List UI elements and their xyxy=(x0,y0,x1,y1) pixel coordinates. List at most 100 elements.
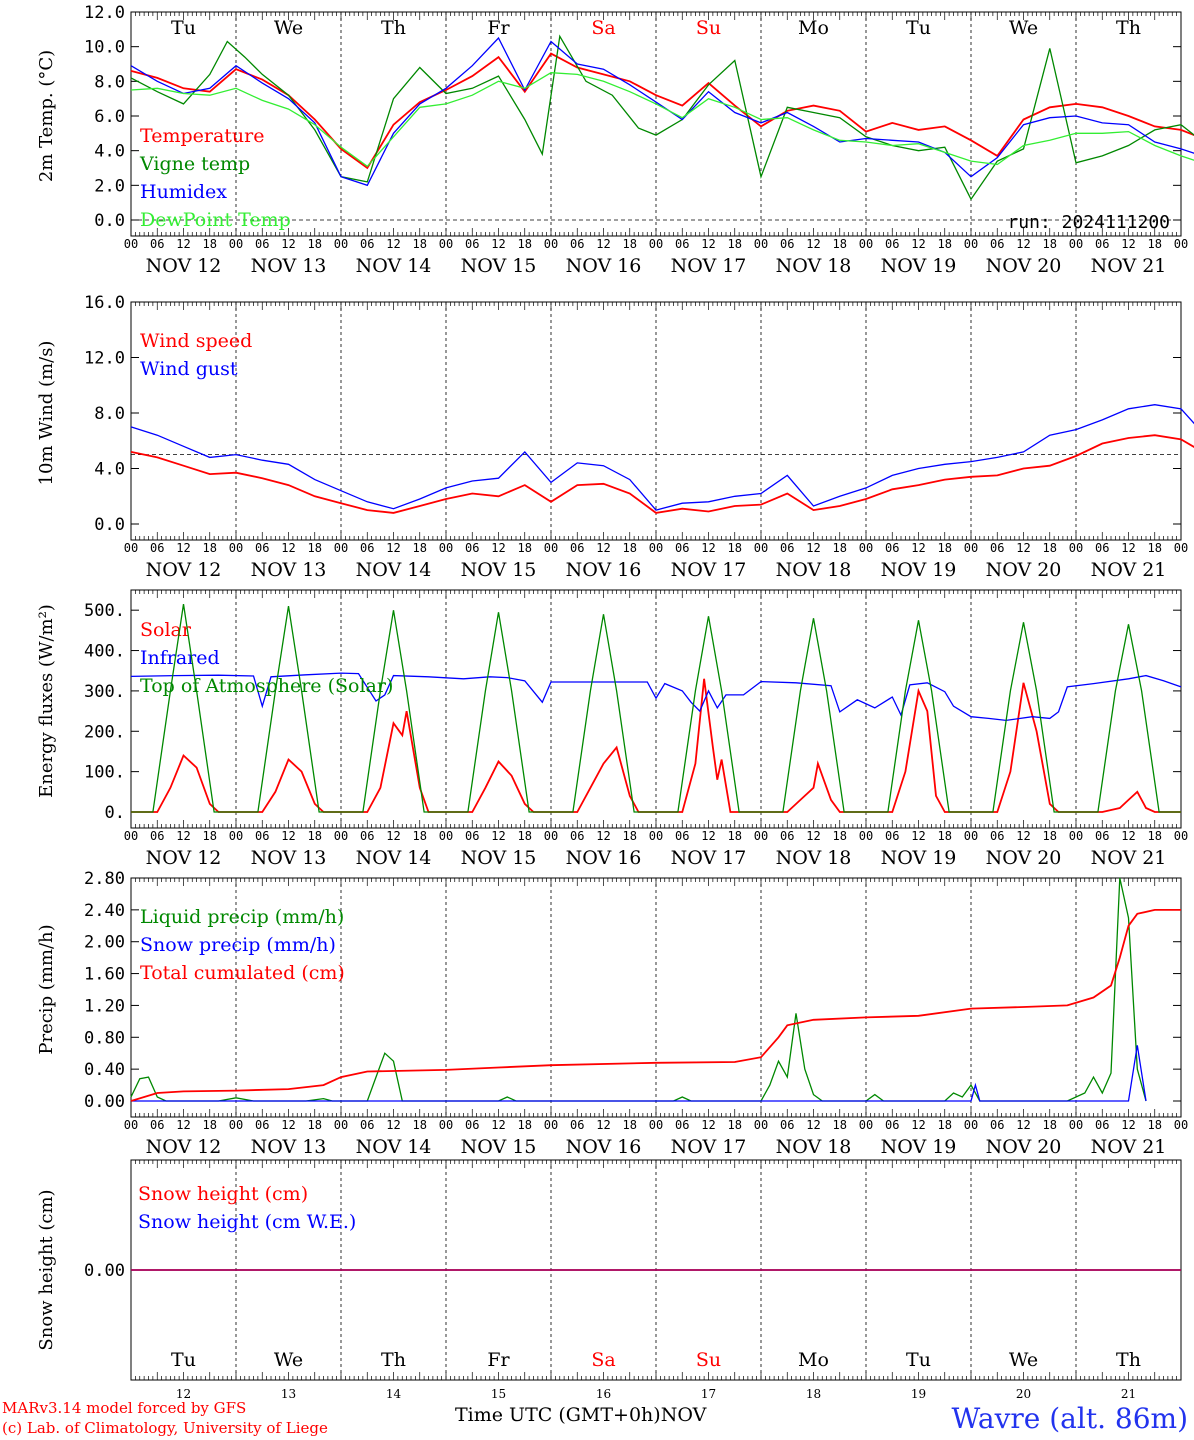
hour-label: 00 xyxy=(1174,237,1188,251)
hour-label: 06 xyxy=(150,1118,164,1132)
hour-label: 00 xyxy=(439,541,453,555)
day-of-week-top: We xyxy=(274,17,303,39)
hour-label: 06 xyxy=(150,237,164,251)
day-number: 18 xyxy=(806,1387,821,1401)
hour-label: 18 xyxy=(518,1118,532,1132)
hour-label: 00 xyxy=(649,1118,663,1132)
hour-label: 18 xyxy=(623,829,637,843)
series-line-top-of-atmosphere-solar- xyxy=(131,604,1181,813)
hour-label: 00 xyxy=(859,1118,873,1132)
hour-label: 12 xyxy=(596,1118,610,1132)
day-of-week-bottom: Mo xyxy=(798,1349,829,1371)
hour-label: 00 xyxy=(439,1118,453,1132)
legend-entry: Liquid precip (mm/h) xyxy=(140,906,344,928)
hour-label: 00 xyxy=(964,541,978,555)
series-line-wind-gust xyxy=(130,404,1194,511)
y-tick-label: 200. xyxy=(84,722,125,742)
hour-label: 18 xyxy=(728,1118,742,1132)
hour-label: 12 xyxy=(491,541,505,555)
day-number: 20 xyxy=(1016,1387,1031,1401)
series-line-wind-speed xyxy=(130,434,1194,514)
hour-label: 00 xyxy=(124,237,138,251)
y-tick-label: 16.0 xyxy=(84,293,125,313)
date-label: NOV 21 xyxy=(1091,847,1167,869)
hour-label: 06 xyxy=(570,541,584,555)
hour-label: 18 xyxy=(833,541,847,555)
hour-label: 06 xyxy=(150,541,164,555)
run-label: run: 2024111200 xyxy=(1007,212,1170,233)
hour-label: 18 xyxy=(203,237,217,251)
hour-label: 18 xyxy=(1148,829,1162,843)
y-axis-label: 10m Wind (m/s) xyxy=(36,341,57,486)
hour-label: 12 xyxy=(491,1118,505,1132)
hour-label: 12 xyxy=(1121,541,1135,555)
hour-label: 12 xyxy=(1016,829,1030,843)
hour-label: 12 xyxy=(1016,541,1030,555)
hour-label: 06 xyxy=(1095,1118,1109,1132)
hour-label: 00 xyxy=(334,541,348,555)
hour-label: 00 xyxy=(1174,1118,1188,1132)
y-tick-label: 10.0 xyxy=(84,38,125,58)
hour-label: 00 xyxy=(1174,829,1188,843)
date-label: NOV 13 xyxy=(251,1136,327,1158)
hour-label: 18 xyxy=(308,237,322,251)
date-label: NOV 21 xyxy=(1091,559,1167,581)
hour-label: 00 xyxy=(649,541,663,555)
hour-label: 18 xyxy=(413,829,427,843)
date-label: NOV 19 xyxy=(881,559,957,581)
day-of-week-bottom: Th xyxy=(381,1349,406,1371)
legend-entry: Wind gust xyxy=(140,358,238,380)
hour-label: 12 xyxy=(806,1118,820,1132)
legend-entry: Wind speed xyxy=(140,330,252,352)
hour-label: 06 xyxy=(465,237,479,251)
hour-label: 18 xyxy=(938,237,952,251)
panel-2: 10m Wind (m/s) 0.0 4.0 8.0 12.0 16.0 Wind spee… xyxy=(36,293,1194,581)
date-label: NOV 14 xyxy=(356,255,432,277)
hour-label: 00 xyxy=(334,829,348,843)
day-of-week-top: Su xyxy=(696,17,721,39)
date-label: NOV 21 xyxy=(1091,1136,1167,1158)
credits-line-lab: (c) Lab. of Climatology, University of L… xyxy=(2,1419,328,1437)
hour-label: 06 xyxy=(885,1118,899,1132)
y-tick-label: 2.0 xyxy=(94,176,125,196)
day-number: 15 xyxy=(491,1387,506,1401)
date-label: NOV 14 xyxy=(356,847,432,869)
station-title: Wavre (alt. 86m) xyxy=(951,1402,1188,1435)
hour-label: 18 xyxy=(833,237,847,251)
date-label: NOV 19 xyxy=(881,847,957,869)
hour-label: 12 xyxy=(596,541,610,555)
hour-label: 12 xyxy=(911,541,925,555)
hour-label: 12 xyxy=(806,829,820,843)
y-tick-label: 500. xyxy=(84,601,125,621)
time-axis-label: Time UTC (GMT+0h)NOV xyxy=(455,1404,706,1426)
legend-entry: Snow height (cm) xyxy=(138,1183,308,1205)
date-label: NOV 20 xyxy=(986,559,1062,581)
day-of-week-top: Tu xyxy=(171,17,196,39)
date-label: NOV 15 xyxy=(461,255,537,277)
day-of-week-top: We xyxy=(1009,17,1038,39)
date-label: NOV 18 xyxy=(776,1136,852,1158)
hour-label: 18 xyxy=(938,541,952,555)
date-label: NOV 15 xyxy=(461,847,537,869)
hour-label: 12 xyxy=(701,541,715,555)
hour-label: 18 xyxy=(623,1118,637,1132)
hour-label: 06 xyxy=(255,237,269,251)
hour-label: 12 xyxy=(386,237,400,251)
hour-label: 18 xyxy=(308,1118,322,1132)
hour-label: 06 xyxy=(780,1118,794,1132)
hour-label: 12 xyxy=(281,829,295,843)
hour-label: 00 xyxy=(1174,541,1188,555)
hour-label: 06 xyxy=(1095,237,1109,251)
date-label: NOV 17 xyxy=(671,255,747,277)
hour-label: 12 xyxy=(1121,237,1135,251)
hour-label: 00 xyxy=(964,1118,978,1132)
hour-label: 00 xyxy=(964,237,978,251)
y-tick-label: 6.0 xyxy=(94,107,125,127)
time-axis-text: Time UTC (GMT+0h) xyxy=(455,1404,661,1426)
hour-label: 00 xyxy=(124,541,138,555)
hour-label: 06 xyxy=(675,829,689,843)
series-line-humidex xyxy=(130,36,1194,187)
hour-label: 12 xyxy=(176,829,190,843)
hour-label: 18 xyxy=(203,541,217,555)
